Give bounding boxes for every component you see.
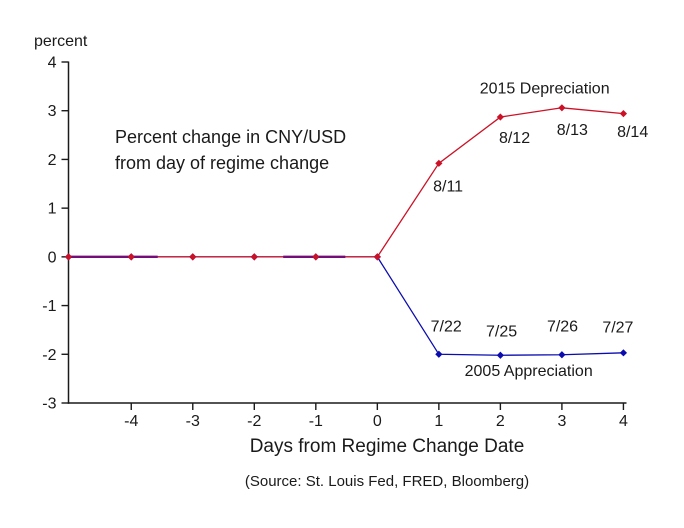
x-tick-label: 3	[557, 413, 566, 430]
2015-depreciation-marker	[496, 113, 504, 121]
x-tick-label: 4	[619, 413, 628, 430]
2005-appreciation-marker	[435, 350, 443, 358]
y-tick-label: 4	[48, 55, 57, 72]
x-axis-title: Days from Regime Change Date	[249, 436, 525, 457]
2005-appreciation-marker	[496, 351, 504, 359]
2015-depreciation-marker	[127, 253, 135, 261]
2005-appreciation-point-label: 7/27	[602, 320, 633, 337]
y-tick-label: -3	[42, 396, 56, 413]
chart-annotation: Percent change in CNY/USD from day of re…	[115, 127, 347, 173]
y-tick-label: 0	[48, 249, 57, 266]
x-tick-label: -3	[186, 413, 200, 430]
2015-depreciation-marker	[619, 110, 628, 118]
y-tick-label: 3	[48, 103, 57, 120]
y-tick-label: -2	[42, 347, 56, 364]
2005-appreciation-point-label: 7/25	[486, 323, 517, 340]
2005-appreciation-marker	[619, 349, 628, 357]
y-axis-title: percent	[34, 33, 88, 50]
2015-depreciation-point-label: 8/12	[499, 130, 530, 147]
x-tick-label: -1	[309, 413, 323, 430]
2005-appreciation-label: 2005 Appreciation	[465, 363, 593, 380]
x-tick-label: 1	[434, 413, 443, 430]
2015-depreciation-line	[68, 107, 624, 258]
y-tick-label: -1	[42, 298, 56, 315]
2005-appreciation-point-label: 7/22	[431, 319, 462, 336]
2015-depreciation-label: 2015 Depreciation	[480, 80, 610, 97]
y-tick-label: 2	[48, 152, 57, 169]
2015-depreciation-marker	[312, 253, 320, 261]
2015-depreciation-point-label: 8/14	[617, 124, 648, 141]
2005-appreciation-line	[68, 256, 624, 356]
x-tick-label: -4	[124, 413, 138, 430]
2015-depreciation-marker	[435, 159, 443, 167]
2005-appreciation-point-label: 7/26	[547, 319, 578, 336]
x-tick-label: 2	[496, 413, 505, 430]
source-note: (Source: St. Louis Fed, FRED, Bloomberg)	[244, 473, 530, 490]
y-tick-label: 1	[48, 201, 57, 218]
x-tick-label: 0	[373, 413, 382, 430]
x-tick-label: -2	[247, 413, 261, 430]
2015-depreciation-marker	[189, 253, 197, 261]
2015-depreciation-marker	[373, 253, 381, 261]
2005-appreciation-marker	[558, 351, 566, 359]
2015-depreciation-marker	[64, 253, 73, 261]
2015-depreciation-point-label: 8/11	[433, 179, 463, 196]
2015-depreciation-marker	[558, 104, 566, 112]
2015-depreciation-marker	[250, 253, 258, 261]
2015-depreciation-point-label: 8/13	[557, 122, 588, 139]
